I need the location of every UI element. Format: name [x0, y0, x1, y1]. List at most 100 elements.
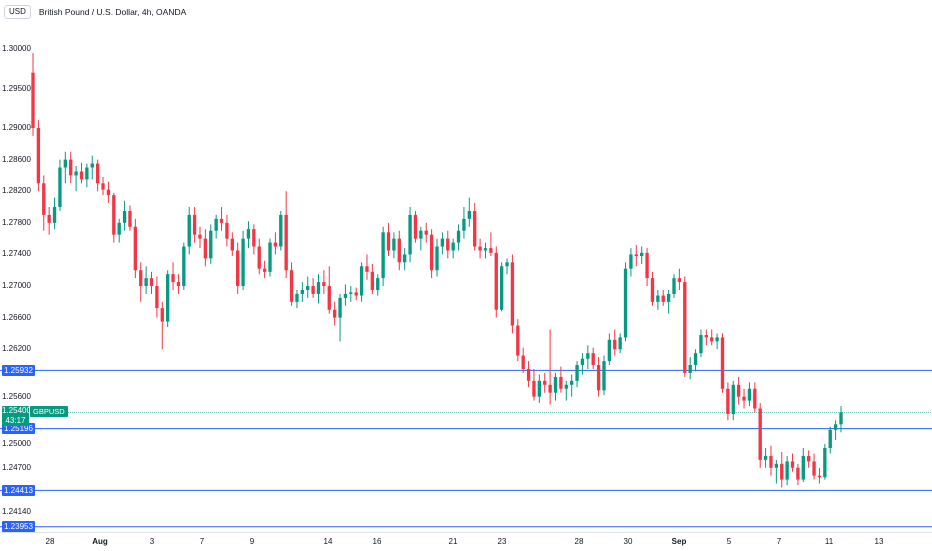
candle-bearish — [591, 347, 595, 369]
symbol-tag: GBPUSD — [30, 406, 68, 417]
price-tick-label: 1.29000 — [2, 123, 31, 132]
candle-bullish — [537, 374, 542, 403]
price-tick-label: 1.26200 — [2, 344, 31, 354]
price-tick-label: 1.30000 — [2, 44, 31, 53]
candle-bullish — [403, 248, 407, 271]
candle-bearish — [736, 376, 741, 405]
candle-bearish — [284, 191, 288, 279]
candle-bullish — [381, 226, 385, 287]
candle-bearish — [198, 226, 202, 249]
candlestick-chart[interactable] — [0, 0, 932, 532]
candle-bullish — [63, 151, 67, 184]
candle-bearish — [257, 238, 261, 275]
candle-bearish — [817, 467, 822, 484]
candle-bearish — [494, 246, 498, 318]
candle-bearish — [95, 159, 100, 192]
candle-bearish — [478, 238, 482, 259]
candle-bearish — [176, 274, 181, 294]
candle-bullish — [688, 357, 692, 380]
candle-bearish — [720, 333, 725, 393]
time-tick-label: 11 — [824, 537, 834, 546]
candle-bullish — [214, 214, 218, 239]
time-tick-label: 13 — [874, 537, 884, 546]
candle-bullish — [435, 238, 439, 277]
candle-bearish — [683, 276, 687, 377]
candle-bearish — [69, 151, 73, 184]
candle-bullish — [629, 248, 633, 277]
candle-bullish — [74, 165, 78, 192]
candle-bearish — [219, 207, 224, 231]
price-level-tag: 1.25196 — [2, 423, 35, 435]
candle-bearish — [42, 175, 46, 231]
candle-bullish — [640, 246, 644, 264]
candle-bullish — [747, 382, 752, 407]
candle-bullish — [785, 455, 789, 486]
price-level-tag: 1.25932 — [2, 364, 35, 376]
candle-bullish — [575, 361, 579, 388]
candle-bullish — [823, 444, 827, 480]
candle-bullish — [246, 221, 251, 249]
candle-bullish — [666, 289, 671, 314]
price-axis[interactable]: 1.30000 1.29500 1.29000 1.28600 1.28200 1.278… — [0, 0, 35, 533]
candle-bearish — [192, 207, 197, 243]
candle-bearish — [332, 301, 337, 326]
candle-bullish — [774, 459, 779, 484]
currency-button[interactable]: USD — [4, 5, 31, 19]
candle-bullish — [349, 286, 353, 302]
candle-bullish — [602, 355, 606, 396]
candle-bearish — [516, 319, 520, 362]
candle-bearish — [510, 254, 515, 334]
candle-bullish — [85, 163, 89, 188]
candle-bearish — [543, 372, 547, 393]
candle-bullish — [392, 232, 396, 259]
candle-bullish — [731, 380, 735, 421]
candle-bearish — [812, 453, 816, 480]
candle-bearish — [650, 271, 655, 306]
candle-bearish — [128, 205, 132, 231]
candle-bullish — [483, 242, 488, 259]
time-tick-label: 14 — [323, 537, 333, 546]
candle-bearish — [758, 402, 762, 468]
chart-title: British Pound / U.S. Dollar, 4h, OANDA — [38, 7, 187, 17]
candle-bearish — [397, 230, 401, 271]
candle-bullish — [693, 349, 698, 372]
candle-bullish — [376, 274, 380, 296]
candle-bullish — [801, 448, 805, 482]
price-tick-label: 1.25600 — [2, 391, 31, 401]
candle-bearish — [47, 207, 51, 235]
candle-bearish — [521, 347, 525, 373]
time-tick-label: 30 — [623, 537, 633, 546]
candle-bullish — [338, 293, 342, 342]
candle-bearish — [634, 244, 638, 267]
candle-bullish — [623, 262, 628, 342]
candle-bearish — [710, 329, 714, 346]
candle-bearish — [252, 224, 256, 255]
candle-bearish — [322, 270, 326, 294]
candle-bearish — [413, 210, 418, 243]
candle-bullish — [499, 262, 504, 312]
time-tick-label: 16 — [372, 537, 382, 546]
candle-bearish — [548, 329, 552, 405]
candle-bearish — [262, 260, 267, 279]
candle-bullish — [241, 230, 245, 290]
candle-bullish — [569, 374, 574, 397]
price-tick-label: 1.26600 — [2, 312, 31, 322]
candle-bearish — [370, 263, 375, 294]
candle-bearish — [273, 232, 278, 255]
time-tick-label: 7 — [776, 537, 782, 546]
candle-bearish — [203, 229, 208, 267]
candle-bullish — [607, 333, 612, 366]
candle-bearish — [155, 276, 159, 318]
candle-bullish — [90, 155, 94, 180]
candle-bearish — [230, 232, 234, 257]
candle-bearish — [112, 192, 116, 243]
time-axis[interactable]: 28 Aug 3 7 9 14 16 21 23 28 30 Sep 5 7 11 13 — [0, 532, 932, 551]
candle-bearish — [796, 463, 800, 486]
candle-bullish — [440, 232, 445, 255]
time-tick-label: 21 — [448, 537, 458, 546]
candle-bearish — [311, 278, 315, 298]
candle-bullish — [122, 200, 127, 231]
candle-bullish — [456, 224, 461, 251]
price-tick-label: 1.27800 — [2, 217, 31, 227]
